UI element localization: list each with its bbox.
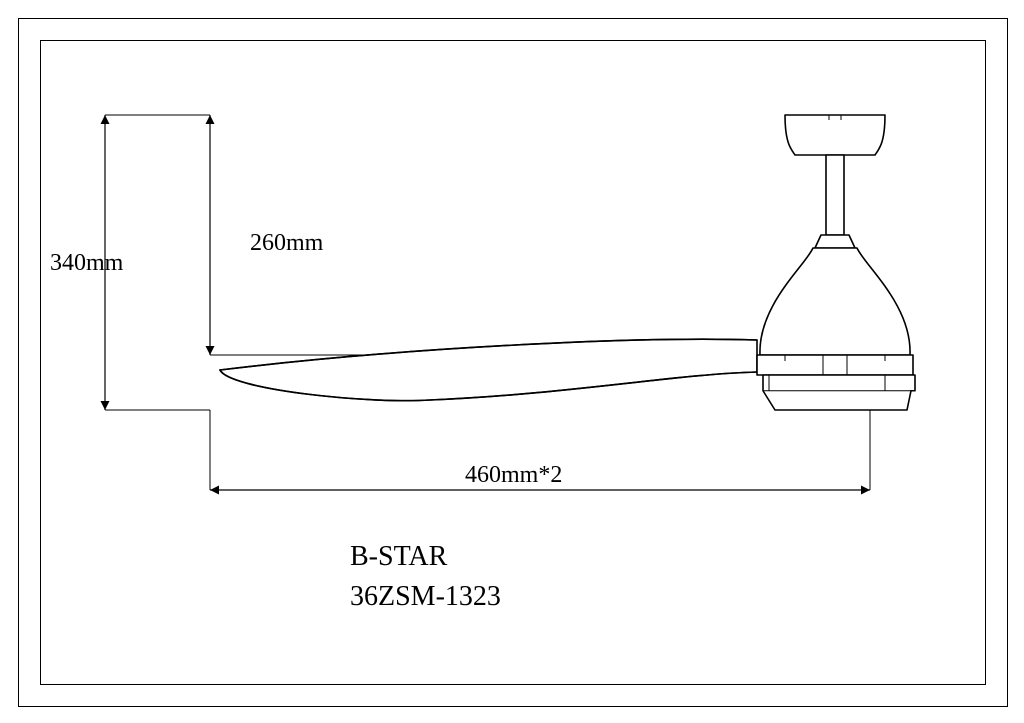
inner-frame: [40, 40, 986, 685]
